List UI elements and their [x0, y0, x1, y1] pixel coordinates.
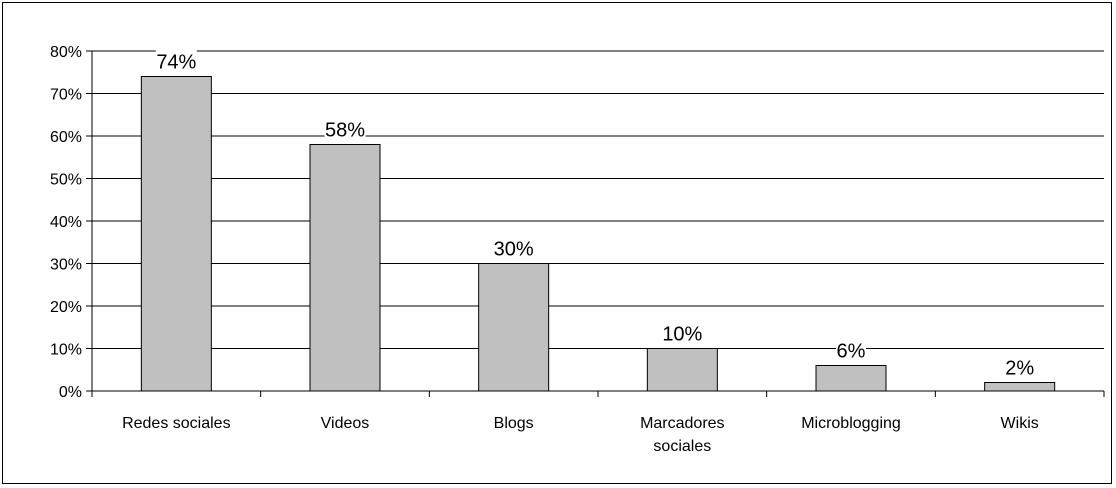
- bar-redes-sociales: [140, 76, 212, 392]
- y-tick-label: 70%: [50, 87, 82, 104]
- x-category-label: Videos: [321, 415, 370, 432]
- x-category-label: Redes sociales: [122, 415, 231, 432]
- y-tick-label: 20%: [50, 299, 82, 316]
- x-category-label: Blogs: [494, 415, 534, 432]
- data-label: 74%: [156, 52, 196, 74]
- bar-blogs: [478, 263, 550, 392]
- y-tick-label: 60%: [50, 129, 82, 146]
- y-tick-label: 80%: [50, 44, 82, 61]
- bar-videos: [309, 144, 381, 392]
- y-tick-label: 10%: [50, 342, 82, 359]
- data-label-bg: [324, 117, 366, 142]
- data-label: 10%: [662, 324, 702, 346]
- data-label: 30%: [494, 239, 534, 261]
- data-label: 2%: [1005, 358, 1034, 380]
- data-label-bg: [661, 321, 703, 346]
- data-label-bg: [836, 338, 866, 363]
- data-label-bg: [493, 236, 535, 261]
- x-category-label: sociales: [653, 438, 711, 455]
- x-category-label: Microblogging: [801, 415, 901, 432]
- data-label-bg: [155, 49, 197, 74]
- y-tick-label: 0%: [59, 384, 82, 401]
- bar-wikis: [984, 382, 1056, 392]
- y-tick-label: 40%: [50, 214, 82, 231]
- bar-microblogging: [815, 365, 887, 392]
- data-label: 58%: [325, 120, 365, 142]
- y-tick-label: 30%: [50, 257, 82, 274]
- data-label-bg: [1004, 355, 1035, 380]
- data-label: 6%: [837, 341, 866, 363]
- y-tick-label: 50%: [50, 172, 82, 189]
- bar-marcadores-sociales: [646, 348, 718, 392]
- x-category-label: Wikis: [1001, 415, 1039, 432]
- x-category-label: Marcadores: [640, 415, 724, 432]
